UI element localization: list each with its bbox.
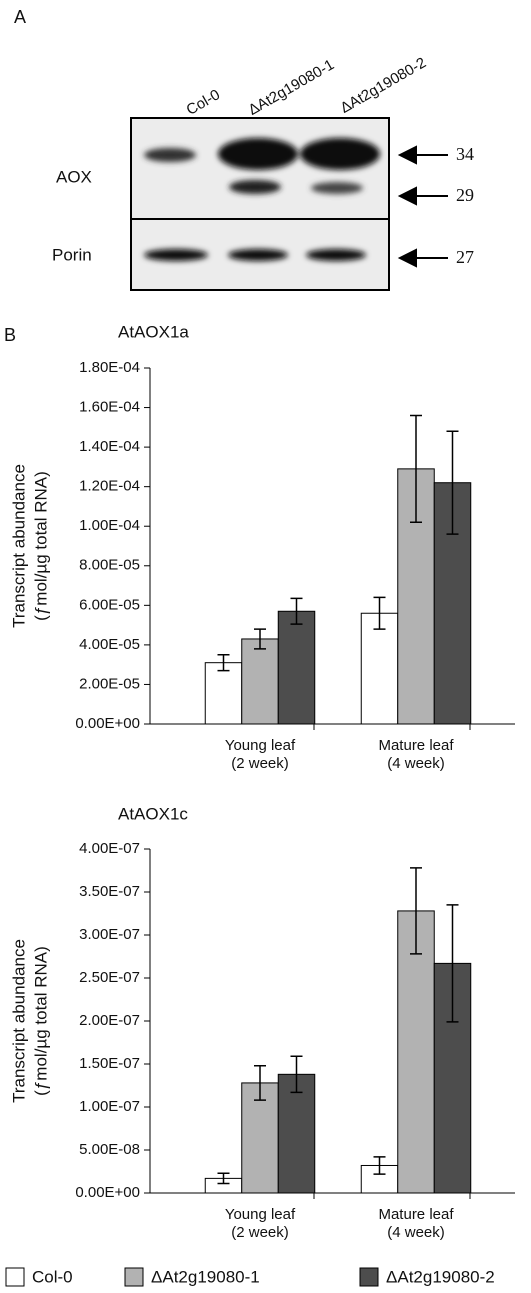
error-bar [446, 904, 459, 1023]
y-tick-label: 1.00E-07 [79, 1098, 140, 1115]
y-tick-label: 6.00E-05 [79, 596, 140, 613]
chart-title: AtAOX1c [118, 804, 188, 823]
error-bar [410, 414, 422, 524]
bar [204, 662, 243, 725]
error-bar [446, 430, 459, 535]
chart-title: AtAOX1a [118, 322, 189, 341]
bar [277, 1073, 316, 1194]
y-tick-label: 8.00E-05 [79, 557, 140, 574]
x-tick-label: (2 week) [231, 1224, 289, 1241]
x-tick-label: (2 week) [231, 755, 289, 772]
error-bar [290, 1055, 303, 1094]
y-tick-label: 1.50E-07 [79, 1055, 140, 1072]
y-tick-label: 1.60E-04 [79, 399, 140, 416]
legend-swatch [5, 1267, 25, 1287]
legend-swatch [359, 1267, 379, 1287]
x-tick-label: Mature leaf [378, 737, 454, 754]
y-tick-label: 2.50E-07 [79, 969, 140, 986]
y-tick-label: 1.80E-04 [79, 359, 140, 376]
y-tick-label: 1.20E-04 [79, 478, 140, 495]
lane-label: ΔAt2g19080-2 [337, 54, 429, 117]
error-bar [254, 1064, 266, 1101]
y-tick-label: 1.00E-04 [79, 517, 140, 534]
y-tick-label: 3.50E-07 [79, 883, 140, 900]
size-marker: 27 [456, 247, 474, 267]
legend-label: ΔAt2g19080-1 [151, 1267, 260, 1286]
y-tick-label: 2.00E-05 [79, 675, 140, 692]
blot-image [130, 117, 390, 291]
y-axis-label: (ƒmol/µg total RNA) [31, 946, 50, 1096]
marker-arrows [397, 145, 448, 268]
y-axis-label: Transcript abundance [9, 464, 28, 628]
y-tick-label: 2.00E-07 [79, 1012, 140, 1029]
legend-swatch [124, 1267, 144, 1287]
y-tick-label: 3.00E-07 [79, 926, 140, 943]
error-bar [373, 1156, 386, 1175]
x-tick-label: Mature leaf [378, 1206, 454, 1223]
bar [241, 638, 279, 725]
bar [277, 610, 316, 725]
y-tick-label: 4.00E-05 [79, 636, 140, 653]
lane-label: Col-0 [183, 86, 223, 119]
bar [241, 1082, 279, 1194]
error-bar [373, 596, 386, 630]
row-label: AOX [56, 167, 92, 186]
panel-label: A [14, 7, 26, 27]
legend-label: Col-0 [32, 1267, 73, 1286]
x-tick-label: Young leaf [225, 737, 296, 754]
y-tick-label: 4.00E-07 [79, 840, 140, 857]
y-tick-label: 0.00E+00 [75, 1184, 140, 1201]
legend-label: ΔAt2g19080-2 [386, 1267, 495, 1286]
error-bar [217, 654, 230, 672]
y-tick-label: 5.00E-08 [79, 1141, 140, 1158]
error-bar [217, 1172, 230, 1185]
bar [360, 612, 399, 725]
panel-label: B [4, 325, 16, 345]
y-tick-label: 0.00E+00 [75, 715, 140, 732]
row-label: Porin [52, 245, 92, 264]
error-bar [410, 867, 422, 955]
error-bar [290, 597, 303, 625]
x-tick-label: (4 week) [387, 755, 445, 772]
lane-label: ΔAt2g19080-1 [245, 56, 337, 119]
y-axis-label: (ƒmol/µg total RNA) [31, 471, 50, 621]
size-marker: 34 [456, 144, 474, 164]
y-tick-label: 1.40E-04 [79, 438, 140, 455]
size-marker: 29 [456, 185, 474, 205]
y-axis-label: Transcript abundance [9, 939, 28, 1103]
x-tick-label: (4 week) [387, 1224, 445, 1241]
x-tick-label: Young leaf [225, 1206, 296, 1223]
error-bar [254, 628, 266, 650]
